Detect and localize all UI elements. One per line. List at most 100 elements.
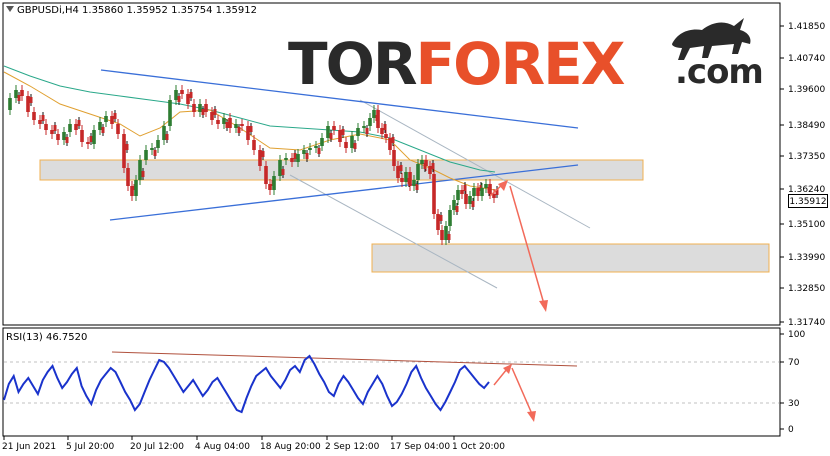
dropdown-triangle-icon[interactable] [6,6,14,12]
rsi-line [3,354,490,414]
candle-body [74,124,78,130]
price-axis-label: 1.37350 [788,152,825,162]
candle-body [162,126,166,140]
candle-body [180,90,184,94]
moving-average-slow [3,65,496,173]
time-axis-label: 2 Sep 12:00 [325,442,380,452]
candle-body [41,115,45,121]
trendline-upper [100,69,579,129]
candle-body [210,112,214,120]
candle-body [448,210,452,226]
rsi-axis-label: 0 [788,425,794,435]
rsi-trendline [111,351,578,367]
candle-body [126,168,130,186]
candle-body [468,196,472,204]
candle-body [392,150,396,166]
candle-body [472,188,476,196]
candle-body [432,174,436,214]
candle-body [192,104,196,112]
candle-body [174,90,178,100]
time-axis-label: 21 Jun 2021 [2,442,56,452]
candle-body [408,172,412,186]
candle-body [415,184,419,190]
candle-body [89,136,93,142]
candle-body [17,95,21,101]
candle-body [62,132,66,140]
candle-body [431,163,435,169]
candle-body [400,178,404,182]
candle-body [122,134,126,168]
candle-body [98,122,102,130]
time-axis-label: 5 Jul 20:00 [66,442,115,452]
candle-body [261,151,265,157]
candle-body [416,164,420,180]
candle-body [284,158,288,160]
candle-body [412,180,416,186]
candle-body [444,226,448,240]
resistance-zone [39,159,644,181]
candle-body [198,104,202,112]
rsi-axis: 100 70 30 0 [780,330,805,435]
candle-body [388,138,392,150]
candle-body [26,96,30,112]
candle-body [278,160,282,176]
candle-body [165,134,169,140]
support-zone [371,243,770,273]
candle-body [356,128,360,136]
candle-body [138,160,142,180]
candle-body [216,120,220,124]
price-axis-label: 1.35100 [788,220,825,230]
candle-body [368,118,372,126]
torforex-logo: TORFOREX [288,30,625,98]
candle-body [189,92,193,98]
price-axis-label: 1.31740 [788,318,825,328]
candle-body [264,166,268,184]
price-axis-label: 1.39600 [788,85,825,95]
candle-body [104,116,108,122]
rsi-axis-label: 30 [788,399,800,409]
candle-body [240,124,244,126]
logo-forex: FOREX [415,30,626,98]
candle-body [213,109,217,115]
candle-body [268,184,272,190]
candle-body [341,129,345,135]
candle-body [314,146,318,148]
candle-body [344,142,348,148]
candle-body [296,154,300,162]
candle-body [484,184,488,188]
candle-body [317,148,321,154]
candle-body [305,153,309,159]
candle-body [376,110,380,128]
main-panel-frame [2,2,781,326]
candle-body [439,215,443,221]
candle-body [384,134,388,138]
candle-body [436,214,440,230]
channel-line-lower [289,174,498,289]
candle-body [471,201,475,207]
candle-body [362,126,366,128]
candle-body [153,150,157,156]
candle-body [86,142,90,144]
price-axis-label: 1.32850 [788,284,825,294]
candle-body [65,137,69,143]
moving-average-fast [3,71,496,191]
time-axis-label: 4 Aug 04:00 [195,442,250,452]
candle-body [293,153,297,159]
candle-body [332,126,336,130]
candle-body [141,171,145,177]
candle-body [440,230,444,240]
candle-body [460,190,464,194]
candle-body [326,126,330,138]
candle-body [14,90,18,98]
rsi-axis-label: 70 [788,358,800,368]
candle-body [338,130,342,142]
symbol-info[interactable]: GBPUSDi,H4 1.35860 1.35952 1.35754 1.359… [6,5,257,16]
symbol-info-text: GBPUSDi,H4 1.35860 1.35952 1.35754 1.359… [17,5,257,16]
candlesticks [8,85,499,245]
candle-body [125,144,129,150]
candle-body [495,189,499,195]
time-axis-label: 17 Sep 04:00 [390,442,450,452]
candle-body [380,128,384,134]
